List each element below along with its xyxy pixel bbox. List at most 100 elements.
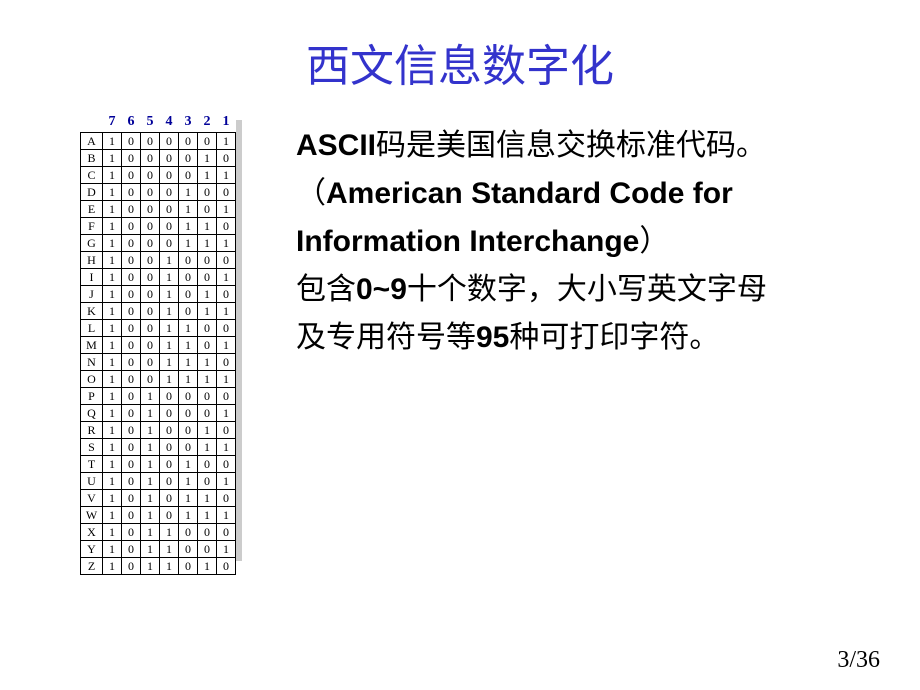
table-cell: 1 [141,507,160,524]
table-cell: 1 [141,473,160,490]
table-cell: W [81,507,103,524]
table-cell: 0 [141,269,160,286]
table-cell: 1 [198,371,217,388]
table-cell: 1 [217,167,236,184]
table-cell: 1 [217,337,236,354]
table-cell: 0 [122,218,141,235]
text-span: 种可打印字符。 [509,321,719,354]
table-cell: N [81,354,103,371]
table-cell: 1 [103,133,122,150]
table-cell: 0 [160,133,179,150]
table-cell: 0 [179,558,198,575]
table-row: U1010101 [81,473,236,490]
table-cell: 0 [198,541,217,558]
table-cell: 0 [141,167,160,184]
table-cell: 1 [179,235,198,252]
table-cell: 0 [122,133,141,150]
open-paren: （ [296,177,326,210]
table-header-cell: 5 [141,114,160,133]
table-cell: 1 [217,133,236,150]
table-row: Q1010001 [81,405,236,422]
table-cell: 0 [179,422,198,439]
table-cell: 1 [103,541,122,558]
table-cell: 0 [179,405,198,422]
table-cell: G [81,235,103,252]
table-cell: P [81,388,103,405]
table-cell: 1 [103,286,122,303]
table-cell: 1 [179,184,198,201]
table-cell: H [81,252,103,269]
table-cell: 1 [160,320,179,337]
table-cell: 1 [217,439,236,456]
table-cell: 0 [160,507,179,524]
table-header-cell: 7 [103,114,122,133]
table-cell: 0 [141,354,160,371]
table-cell: 1 [160,337,179,354]
table-row: K1001011 [81,303,236,320]
table-cell: 1 [141,439,160,456]
table-cell: Y [81,541,103,558]
table-cell: L [81,320,103,337]
table-row: E1000101 [81,201,236,218]
table-cell: 0 [198,388,217,405]
digits-range: 0~9 [356,273,407,306]
paragraph-5: 及专用符号等95种可打印字符。 [296,314,880,362]
ascii-table: 7654321A1000001B1000010C1000011D1000100E… [80,114,236,575]
table-cell: 0 [217,150,236,167]
table-cell: 0 [160,150,179,167]
table-cell: T [81,456,103,473]
table-cell: 0 [160,235,179,252]
table-cell: 1 [103,422,122,439]
table-cell: 0 [160,456,179,473]
table-cell: 1 [198,558,217,575]
table-cell: 0 [122,439,141,456]
table-cell: 0 [198,269,217,286]
table-cell: 1 [198,150,217,167]
table-cell: O [81,371,103,388]
table-cell: 1 [141,422,160,439]
table-cell: 0 [122,456,141,473]
table-cell: 1 [103,303,122,320]
table-cell: 0 [122,337,141,354]
ascii-table-wrap: 7654321A1000001B1000010C1000011D1000100E… [80,114,236,575]
table-cell: X [81,524,103,541]
table-cell: 0 [141,218,160,235]
table-cell: 1 [103,218,122,235]
slide-title: 西文信息数字化 [0,0,920,114]
table-row: V1010110 [81,490,236,507]
table-row: N1001110 [81,354,236,371]
table-cell: 0 [141,201,160,218]
table-cell: 1 [179,473,198,490]
table-cell: 0 [122,201,141,218]
table-row: B1000010 [81,150,236,167]
table-cell: U [81,473,103,490]
table-cell: 0 [141,252,160,269]
table-cell: 0 [141,320,160,337]
table-cell: 0 [198,252,217,269]
table-cell: 1 [217,507,236,524]
table-cell: 1 [141,524,160,541]
table-cell: 1 [141,490,160,507]
table-cell: 1 [217,269,236,286]
table-cell: 1 [160,354,179,371]
table-cell: 0 [122,371,141,388]
table-row: Y1011001 [81,541,236,558]
table-cell: 1 [160,541,179,558]
table-cell: 1 [217,235,236,252]
table-cell: 0 [217,558,236,575]
table-cell: 0 [179,150,198,167]
table-row: J1001010 [81,286,236,303]
text-span: 及专用符号等 [296,321,476,354]
table-cell: 0 [122,235,141,252]
table-cell: 1 [217,405,236,422]
table-cell: F [81,218,103,235]
table-cell: 1 [141,456,160,473]
table-cell: 1 [103,269,122,286]
table-row: P1010000 [81,388,236,405]
table-cell: 0 [122,558,141,575]
table-cell: 0 [160,405,179,422]
table-cell: Q [81,405,103,422]
table-cell: 0 [217,490,236,507]
table-cell: 1 [217,473,236,490]
table-cell: 0 [198,184,217,201]
